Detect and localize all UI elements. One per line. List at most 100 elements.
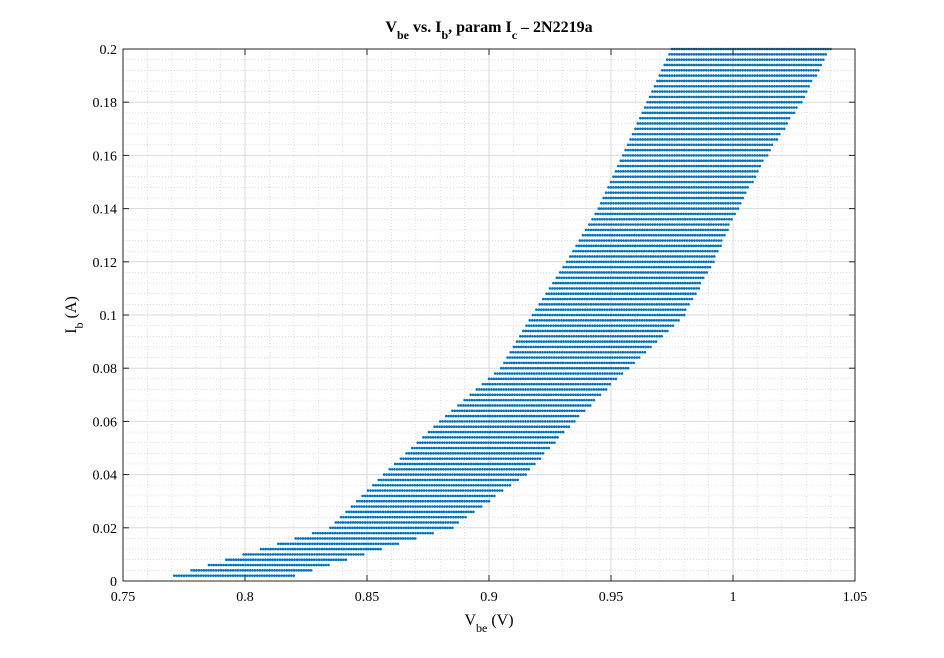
scatter-point xyxy=(615,261,618,264)
scatter-point xyxy=(635,255,638,258)
scatter-point xyxy=(358,500,361,503)
scatter-point xyxy=(563,367,566,370)
scatter-point xyxy=(690,181,693,184)
scatter-point xyxy=(501,463,504,466)
scatter-point xyxy=(545,292,548,295)
scatter-point xyxy=(607,207,610,210)
scatter-point xyxy=(389,484,392,487)
scatter-point xyxy=(654,133,657,136)
scatter-point xyxy=(610,202,613,205)
scatter-point xyxy=(268,574,271,577)
scatter-point xyxy=(540,362,543,365)
scatter-point xyxy=(553,425,556,428)
scatter-point xyxy=(588,255,591,258)
scatter-point xyxy=(567,425,570,428)
scatter-point xyxy=(370,505,373,508)
scatter-point xyxy=(597,303,600,306)
scatter-point xyxy=(663,314,666,317)
scatter-point xyxy=(317,532,320,535)
scatter-point xyxy=(528,356,531,359)
scatter-point xyxy=(643,276,646,279)
scatter-point xyxy=(629,287,632,290)
scatter-point xyxy=(661,207,664,210)
scatter-point xyxy=(303,558,306,561)
scatter-point xyxy=(675,213,678,216)
scatter-point xyxy=(403,468,406,471)
scatter-point xyxy=(672,308,675,311)
scatter-point xyxy=(537,409,540,412)
scatter-point xyxy=(445,489,448,492)
scatter-point xyxy=(705,138,708,141)
scatter-point xyxy=(705,170,708,173)
scatter-point xyxy=(462,431,465,434)
scatter-point xyxy=(508,447,511,450)
scatter-point xyxy=(672,266,675,269)
scatter-point xyxy=(409,505,412,508)
scatter-point xyxy=(605,191,608,194)
scatter-point xyxy=(584,383,587,386)
scatter-point xyxy=(646,149,649,152)
scatter-point xyxy=(482,441,485,444)
scatter-point xyxy=(632,346,635,349)
scatter-point xyxy=(490,399,493,402)
scatter-point xyxy=(686,271,689,274)
scatter-point xyxy=(458,479,461,482)
scatter-point xyxy=(449,468,452,471)
scatter-point xyxy=(646,138,649,141)
scatter-point xyxy=(567,362,570,365)
scatter-point xyxy=(336,532,339,535)
scatter-point xyxy=(673,314,676,317)
scatter-point xyxy=(565,404,568,407)
scatter-point xyxy=(478,409,481,412)
scatter-point xyxy=(464,489,467,492)
scatter-point xyxy=(555,394,558,397)
scatter-point xyxy=(597,245,600,248)
scatter-point xyxy=(612,303,615,306)
scatter-point xyxy=(293,574,296,577)
scatter-point xyxy=(552,431,555,434)
scatter-point xyxy=(381,489,384,492)
scatter-point xyxy=(722,165,725,168)
scatter-point xyxy=(773,128,776,131)
scatter-point xyxy=(271,564,274,567)
scatter-point xyxy=(437,452,440,455)
scatter-point xyxy=(484,394,487,397)
scatter-point xyxy=(279,542,282,545)
scatter-point xyxy=(606,362,609,365)
scatter-point xyxy=(532,436,535,439)
scatter-point xyxy=(594,372,597,375)
scatter-point xyxy=(559,308,562,311)
scatter-point xyxy=(710,223,713,226)
scatter-point xyxy=(724,149,727,152)
scatter-point xyxy=(249,558,252,561)
scatter-point xyxy=(569,308,572,311)
scatter-point xyxy=(729,138,732,141)
scatter-point xyxy=(651,138,654,141)
scatter-point xyxy=(572,319,575,322)
scatter-point xyxy=(274,558,277,561)
scatter-point xyxy=(639,261,642,264)
scatter-point xyxy=(407,500,410,503)
scatter-point xyxy=(759,143,762,146)
scatter-point xyxy=(676,197,679,200)
scatter-point xyxy=(298,569,301,572)
scatter-point xyxy=(588,362,591,365)
scatter-point xyxy=(523,415,526,418)
scatter-point xyxy=(668,165,671,168)
scatter-point xyxy=(713,218,716,221)
scatter-point xyxy=(377,479,380,482)
scatter-point xyxy=(470,505,473,508)
scatter-point xyxy=(617,314,620,317)
scatter-point xyxy=(741,170,744,173)
scatter-point xyxy=(474,452,477,455)
scatter-point xyxy=(710,138,713,141)
scatter-point xyxy=(695,245,698,248)
scatter-point xyxy=(389,511,392,514)
scatter-point xyxy=(185,574,188,577)
scatter-point xyxy=(427,436,430,439)
scatter-point xyxy=(651,191,654,194)
scatter-point xyxy=(722,175,725,178)
scatter-point xyxy=(390,500,393,503)
scatter-point xyxy=(741,154,744,157)
scatter-point xyxy=(445,468,448,471)
